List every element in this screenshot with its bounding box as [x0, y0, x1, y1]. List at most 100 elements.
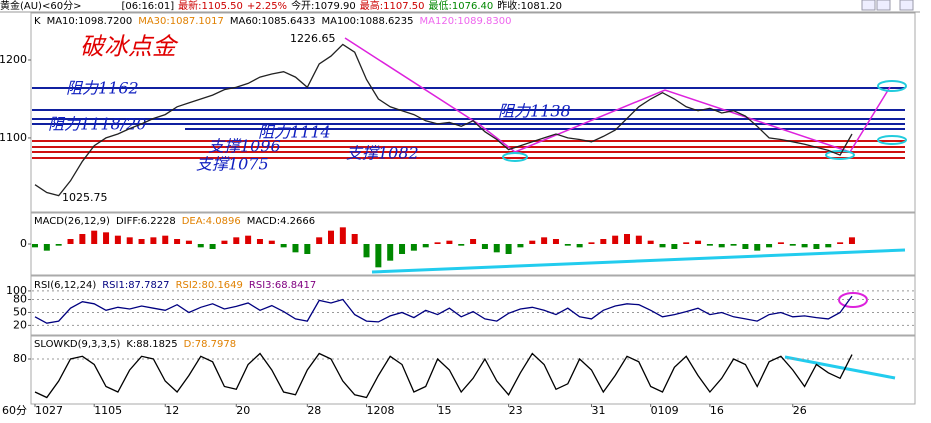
macd-bar: [410, 244, 417, 251]
x-axis-name: 60分: [2, 404, 27, 417]
x-tick-label: 1208: [367, 404, 395, 417]
indicator-label: RSI3:68.8417: [249, 280, 316, 291]
indicator-label: MACD(26,12,9): [34, 216, 110, 227]
annotation: 支撑1075: [196, 155, 269, 174]
target-marker: [825, 150, 855, 160]
macd-bar: [328, 230, 334, 244]
macd-bar: [730, 244, 737, 246]
macd-bar: [103, 232, 110, 244]
indicator-line: [34, 295, 853, 324]
x-tick-label: 26: [793, 404, 807, 417]
y-tick-label: 80: [13, 352, 27, 365]
y-tick-label: 50: [13, 305, 27, 318]
macd-bar: [612, 235, 619, 244]
panel-frame: [30, 275, 916, 336]
header-item: +2.25%: [247, 1, 287, 12]
macd-bar: [399, 244, 406, 254]
indicator-label: RSI1:87.7827: [102, 280, 169, 291]
indicator-label: D:78.7978: [184, 339, 236, 350]
annotation: 阻力1118/20: [48, 115, 146, 134]
macd-bar: [801, 244, 808, 248]
macd-bar: [114, 235, 121, 244]
macd-bar: [138, 239, 145, 244]
macd-bar: [564, 244, 571, 246]
macd-bar: [695, 240, 702, 244]
annotation: 阻力1138: [498, 102, 571, 121]
macd-bar: [624, 234, 630, 244]
macd-bar: [659, 244, 666, 248]
header-item: [06:16:01]: [121, 1, 174, 12]
annotation: 阻力1162: [66, 79, 139, 98]
indicator-label: MA120:1089.8300: [420, 16, 512, 27]
indicator-label: SLOWKD(9,3,3,5): [34, 339, 120, 350]
macd-bar: [162, 235, 169, 244]
macd-bar: [79, 234, 86, 244]
macd-bar: [837, 242, 844, 244]
macd-bar: [493, 244, 500, 253]
header-item: 今开:1079.90: [291, 0, 356, 12]
macd-bar: [150, 237, 157, 244]
macd-bar: [32, 244, 38, 248]
macd-bar: [754, 244, 761, 251]
macd-bar: [742, 244, 749, 249]
nav-button[interactable]: [876, 0, 891, 11]
macd-bar: [813, 244, 820, 249]
macd-bar: [706, 244, 713, 246]
macd-bar: [209, 244, 216, 249]
indicator-label: DEA:4.0896: [182, 216, 241, 227]
price-line: [34, 43, 853, 197]
macd-bar: [91, 230, 98, 244]
macd-bar: [316, 237, 323, 244]
macd-bar: [221, 240, 228, 244]
macd-bar: [647, 240, 654, 244]
macd-bar: [174, 239, 181, 244]
level-lines: [32, 87, 905, 159]
x-tick-label: 28: [307, 404, 321, 417]
trend-line: [344, 37, 891, 153]
macd-bar: [505, 244, 512, 254]
macd-bar: [683, 242, 690, 244]
macd-bar: [458, 244, 465, 246]
peak-label: 1226.65: [290, 32, 336, 45]
macd-bar: [848, 237, 855, 244]
macd-bar: [304, 244, 311, 254]
indicator-label: RSI(6,12,24): [34, 280, 96, 291]
x-tick-label: 23: [509, 404, 523, 417]
panel-frame: [30, 335, 916, 405]
macd-bar: [600, 239, 607, 244]
macd-bar: [422, 244, 429, 248]
macd-bar: [635, 235, 642, 244]
macd-bar: [387, 244, 394, 261]
macd-bar: [339, 227, 346, 244]
indicator-label: DIFF:6.2228: [116, 216, 176, 227]
x-tick-label: 15: [438, 404, 452, 417]
indicator-label: RSI2:80.1649: [176, 280, 243, 291]
macd-bar: [375, 244, 382, 268]
trend-line: [371, 248, 906, 274]
indicator-label: MA30:1087.1017: [138, 16, 224, 27]
macd-bar: [718, 244, 725, 248]
macd-bar: [552, 239, 559, 244]
y-tick-label: 20: [13, 318, 27, 331]
macd-bar: [126, 237, 133, 244]
macd-bar: [446, 240, 453, 244]
x-tick-label: 1105: [94, 404, 122, 417]
nav-button[interactable]: [861, 0, 876, 11]
macd-bar: [766, 244, 773, 248]
annotation-title: 破冰点金: [80, 33, 179, 61]
x-tick-label: 31: [591, 404, 605, 417]
x-tick-label: 1027: [35, 404, 63, 417]
low-label: 1025.75: [62, 191, 108, 204]
target-marker: [502, 152, 528, 162]
macd-bar: [55, 244, 62, 246]
header-item: 昨收:1081.20: [497, 0, 562, 12]
indicator-label: K:88.1825: [126, 339, 177, 350]
macd-bar: [245, 235, 252, 244]
macd-bar: [268, 240, 275, 244]
x-tick-label: 20: [236, 404, 250, 417]
nav-button[interactable]: [899, 0, 914, 11]
macd-bar: [233, 237, 240, 244]
macd-bar: [351, 234, 358, 244]
